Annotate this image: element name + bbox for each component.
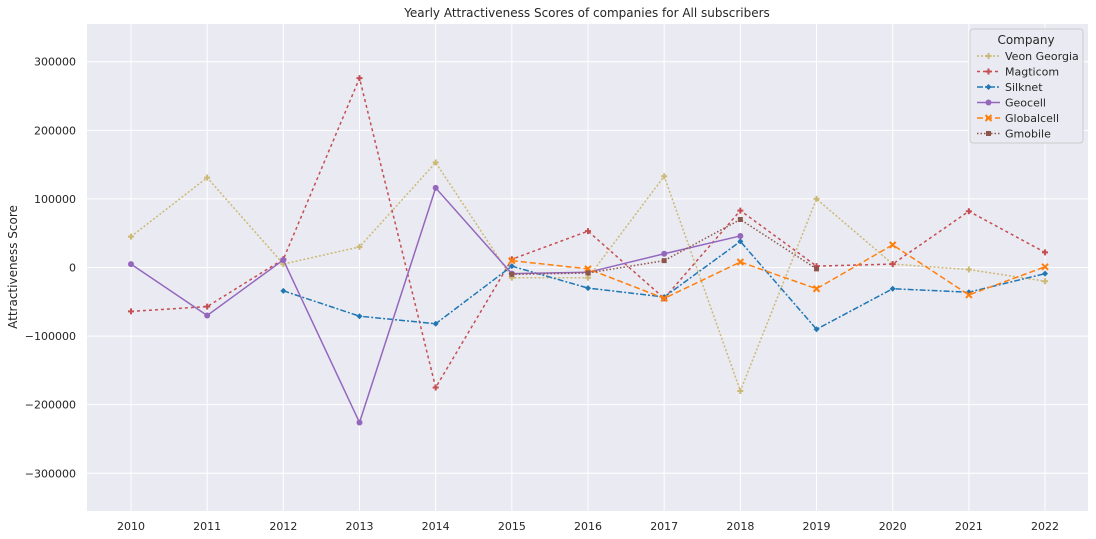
data-point-magticom — [432, 384, 439, 391]
legend-item-veon-georgia: Veon Georgia — [977, 50, 1079, 63]
y-tick-label: −300000 — [25, 467, 76, 480]
data-point-magticom — [965, 208, 972, 215]
y-axis-label: Attractiveness Score — [6, 205, 20, 329]
legend-item-silknet: Silknet — [977, 81, 1043, 94]
data-point-magticom — [889, 261, 896, 268]
x-tick-label: 2013 — [346, 520, 374, 533]
legend-label: Gmobile — [1005, 128, 1051, 141]
data-point-magticom — [737, 207, 744, 214]
y-tick-label: −100000 — [25, 330, 76, 343]
x-tick-label: 2017 — [650, 520, 678, 533]
data-point-magticom — [128, 308, 134, 315]
data-point-globalcell — [1041, 263, 1049, 271]
x-tick-label: 2015 — [498, 520, 526, 533]
x-tick-label: 2010 — [117, 520, 145, 533]
legend-label: Veon Georgia — [1005, 50, 1079, 63]
data-point-gmobile — [737, 216, 743, 222]
y-tick-label: 300000 — [34, 56, 76, 69]
data-point-geocell — [661, 250, 668, 257]
data-point-geocell — [280, 256, 287, 263]
legend-item-magticom: Magticom — [977, 66, 1059, 79]
legend-box — [969, 28, 1084, 144]
data-point-globalcell — [812, 285, 821, 293]
data-point-silknet — [737, 238, 744, 245]
data-point-globalcell — [736, 258, 745, 266]
y-tick-label: −200000 — [25, 399, 76, 412]
legend-item-globalcell: Globalcell — [977, 112, 1059, 125]
legend-marker — [985, 53, 992, 59]
data-point-geocell — [356, 419, 363, 426]
y-tick-label: 0 — [69, 262, 76, 275]
data-point-magticom — [585, 228, 592, 235]
data-point-magticom — [356, 75, 363, 82]
data-point-globalcell — [660, 294, 668, 303]
data-point-globalcell — [508, 256, 516, 265]
data-point-veon-georgia — [432, 159, 439, 166]
x-tick-label: 2020 — [879, 520, 907, 533]
data-point-silknet — [280, 287, 287, 294]
data-point-veon-georgia — [737, 387, 744, 394]
data-point-silknet — [1042, 270, 1049, 277]
data-point-globalcell — [888, 241, 897, 249]
legend-item-gmobile: Gmobile — [977, 128, 1051, 141]
data-point-silknet — [508, 263, 515, 270]
data-point-geocell — [432, 184, 439, 191]
data-point-silknet — [813, 326, 820, 333]
data-point-silknet — [432, 320, 439, 327]
series-line-gmobile — [511, 218, 817, 276]
legend-marker — [986, 131, 991, 136]
series-line-globalcell — [511, 243, 1046, 300]
legend-marker — [985, 84, 992, 90]
legend-label: Globalcell — [1005, 112, 1059, 125]
data-point-veon-georgia — [813, 195, 820, 202]
legend-item-geocell: Geocell — [977, 97, 1046, 110]
data-point-veon-georgia — [965, 266, 972, 273]
x-tick-label: 2016 — [574, 520, 602, 533]
x-tick-label: 2019 — [803, 520, 831, 533]
series-gmobile — [509, 216, 820, 277]
data-point-magticom — [1042, 249, 1049, 256]
data-point-veon-georgia — [204, 174, 211, 181]
data-point-silknet — [356, 313, 363, 320]
legend-marker — [985, 99, 992, 106]
x-tick-label: 2018 — [726, 520, 754, 533]
legend: Company Veon Georgia Magticom Silknet Geoce… — [969, 28, 1084, 144]
y-axis: −300000 −200000 −100000 0 100000 200000 300000 — [25, 56, 76, 481]
series-globalcell — [508, 241, 1049, 303]
x-tick-label: 2014 — [422, 520, 450, 533]
data-point-veon-georgia — [1042, 278, 1049, 285]
legend-marker — [984, 114, 993, 122]
data-point-gmobile — [509, 271, 515, 277]
data-point-magticom — [204, 303, 211, 310]
data-point-veon-georgia — [585, 274, 592, 281]
legend-title: Company — [997, 33, 1054, 47]
x-axis: 2010 2011 2012 2013 2014 2015 2016 2017 2018 2019… — [117, 520, 1059, 533]
x-tick-label: 2021 — [955, 520, 983, 533]
legend-label: Geocell — [1005, 97, 1046, 110]
legend-label: Magticom — [1005, 66, 1059, 79]
data-point-geocell — [204, 312, 211, 319]
data-point-silknet — [889, 285, 896, 292]
chart-title: Yearly Attractiveness Scores of companie… — [403, 6, 770, 20]
series-group — [128, 75, 1049, 426]
data-point-veon-georgia — [128, 233, 134, 240]
data-point-veon-georgia — [356, 243, 363, 250]
legend-marker — [985, 68, 992, 75]
data-point-gmobile — [661, 258, 667, 264]
data-point-gmobile — [814, 266, 820, 272]
x-tick-label: 2011 — [193, 520, 221, 533]
y-tick-label: 100000 — [34, 193, 76, 206]
data-point-gmobile — [585, 270, 591, 276]
x-tick-label: 2022 — [1031, 520, 1059, 533]
data-point-geocell — [737, 232, 744, 239]
x-tick-label: 2012 — [269, 520, 297, 533]
data-point-globalcell — [965, 291, 973, 299]
data-point-veon-georgia — [661, 173, 668, 180]
data-point-silknet — [585, 285, 592, 292]
y-tick-label: 200000 — [34, 124, 76, 137]
data-point-geocell — [128, 261, 134, 268]
legend-label: Silknet — [1005, 81, 1043, 94]
